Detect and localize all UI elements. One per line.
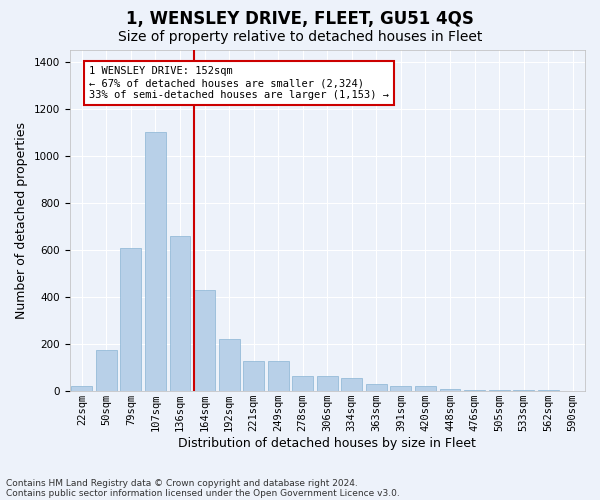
Bar	[145, 132, 166, 391]
Text: 1 WENSLEY DRIVE: 152sqm
← 67% of detached houses are smaller (2,324)
33% of semi: 1 WENSLEY DRIVE: 152sqm ← 67% of detache…	[89, 66, 389, 100]
Bar	[96, 350, 117, 391]
Bar	[218, 340, 239, 391]
Bar	[415, 386, 436, 391]
Bar	[121, 248, 142, 391]
Bar	[170, 236, 190, 391]
Text: 1, WENSLEY DRIVE, FLEET, GU51 4QS: 1, WENSLEY DRIVE, FLEET, GU51 4QS	[126, 10, 474, 28]
Bar	[243, 360, 264, 391]
Bar	[292, 376, 313, 391]
Bar	[538, 390, 559, 391]
Bar	[268, 360, 289, 391]
Text: Contains public sector information licensed under the Open Government Licence v3: Contains public sector information licen…	[6, 488, 400, 498]
Bar	[440, 389, 460, 391]
Bar	[366, 384, 387, 391]
Bar	[71, 386, 92, 391]
Bar	[488, 390, 509, 391]
Bar	[317, 376, 338, 391]
Text: Size of property relative to detached houses in Fleet: Size of property relative to detached ho…	[118, 30, 482, 44]
Bar	[391, 386, 412, 391]
Bar	[513, 390, 534, 391]
Y-axis label: Number of detached properties: Number of detached properties	[15, 122, 28, 319]
Bar	[464, 390, 485, 391]
Text: Contains HM Land Registry data © Crown copyright and database right 2024.: Contains HM Land Registry data © Crown c…	[6, 478, 358, 488]
Bar	[341, 378, 362, 391]
X-axis label: Distribution of detached houses by size in Fleet: Distribution of detached houses by size …	[178, 437, 476, 450]
Bar	[194, 290, 215, 391]
